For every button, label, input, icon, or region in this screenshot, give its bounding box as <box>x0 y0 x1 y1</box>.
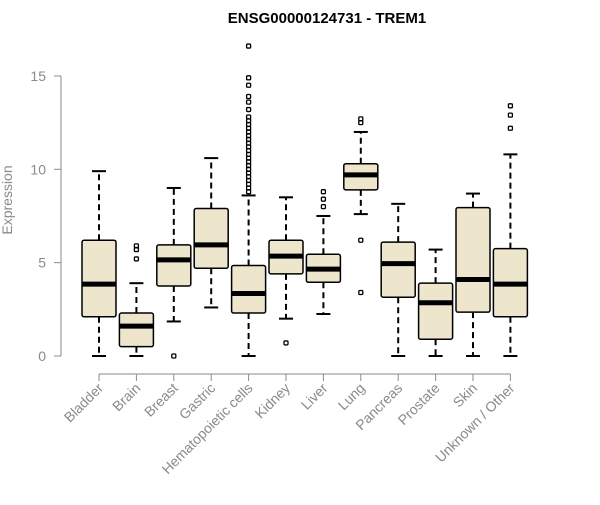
plot-area <box>81 43 529 359</box>
box-group <box>156 186 192 359</box>
x-tick-label: Prostate <box>395 380 443 428</box>
box-group <box>193 157 229 309</box>
outlier-point <box>133 256 140 262</box>
box-iqr <box>193 207 229 270</box>
box-group <box>268 196 304 346</box>
outlier-point <box>245 93 252 100</box>
box-iqr <box>81 239 117 318</box>
x-tick-label: Bladder <box>61 380 107 426</box>
outlier-point <box>283 340 289 346</box>
y-axis: 0 5 10 15 <box>30 68 62 364</box>
x-tick-label: Breast <box>141 380 181 420</box>
outlier-point <box>358 237 364 243</box>
box-group <box>343 116 379 296</box>
outlier-point <box>245 82 252 88</box>
y-axis-label: Expression <box>0 165 15 234</box>
y-tick-label: 15 <box>30 68 46 84</box>
box-iqr <box>380 241 416 298</box>
outlier-point <box>320 196 327 202</box>
box-group <box>81 170 117 357</box>
box-group <box>492 103 529 357</box>
outlier-point <box>133 243 140 249</box>
box-iqr <box>230 264 267 314</box>
outlier-point <box>245 106 252 113</box>
outlier-point <box>507 112 514 118</box>
outlier-point <box>358 289 364 296</box>
box-group <box>230 43 267 357</box>
outlier-point <box>245 43 252 49</box>
x-tick-label: Brain <box>109 380 143 414</box>
outlier-point <box>507 125 514 131</box>
y-tick-label: 0 <box>38 348 46 364</box>
outlier-point <box>507 103 514 109</box>
box-iqr <box>417 282 454 340</box>
box-group <box>380 202 416 357</box>
y-tick-label: 10 <box>30 161 46 177</box>
box-group <box>305 189 342 315</box>
outlier-point <box>245 75 252 81</box>
box-iqr <box>455 206 491 313</box>
outlier-point <box>320 189 327 195</box>
box-group <box>417 248 454 357</box>
x-tick-label: Kidney <box>252 380 294 422</box>
box-group <box>455 192 491 357</box>
box-group <box>118 243 155 357</box>
box-iqr <box>118 312 155 348</box>
x-tick-label: Liver <box>298 380 331 413</box>
box-iqr <box>156 244 192 287</box>
outlier-point <box>171 353 177 359</box>
y-tick-label: 5 <box>38 255 46 271</box>
outlier-point <box>245 99 252 105</box>
outlier-point <box>358 116 364 122</box>
x-tick-label: Lung <box>335 380 368 413</box>
x-tick-label: Skin <box>450 380 481 411</box>
outlier-point <box>320 203 327 210</box>
chart-title: ENSG00000124731 - TREM1 <box>228 10 426 27</box>
outlier-point <box>245 114 252 120</box>
